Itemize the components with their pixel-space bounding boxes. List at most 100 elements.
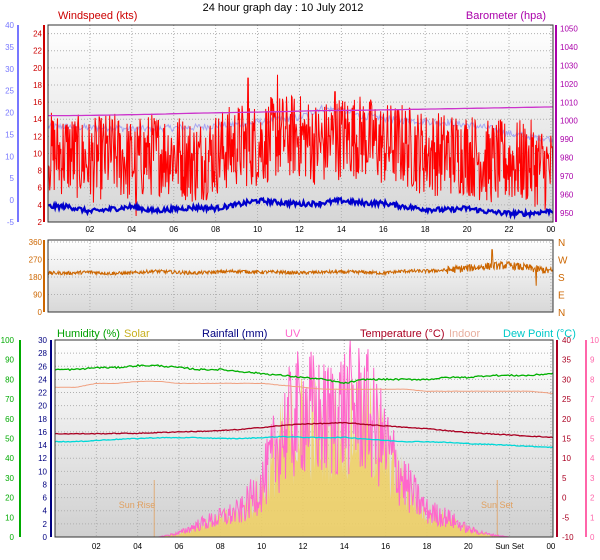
barometer-tick-label: 980 [560, 154, 574, 163]
dewpoint-series-line [54, 435, 554, 449]
rainfall-tick-label: 30 [38, 336, 47, 345]
rainfall-tick-label: 28 [38, 349, 47, 358]
barometer-tick-label: 990 [560, 135, 574, 144]
x-tick-label-bottom: 04 [133, 542, 142, 551]
windspeed-tick-label: 24 [33, 30, 42, 39]
rainfall-tick-label: 20 [38, 402, 47, 411]
uv-tick-label: 4 [590, 454, 595, 463]
x-tick-label-bottom: 08 [216, 542, 225, 551]
gust-tick-label: 15 [5, 130, 14, 139]
x-tick-label-bottom: 20 [464, 542, 473, 551]
temperature-tick-label: 0 [562, 494, 567, 503]
x-tick-label-bottom: 16 [381, 542, 390, 551]
humidity-tick-label: 70 [5, 395, 14, 404]
humidity-label: Humidity (%) [57, 328, 120, 340]
gust-tick-label: 0 [10, 196, 15, 205]
page-title: 24 hour graph day : 10 July 2012 [203, 2, 364, 14]
temperature-tick-label: 40 [562, 336, 571, 345]
x-tick-label: 18 [421, 225, 430, 234]
gust-tick-label: 10 [5, 152, 14, 161]
humidity-tick-label: 20 [5, 494, 14, 503]
x-tick-label: 04 [127, 225, 136, 234]
x-tick-label: 20 [463, 225, 472, 234]
rainfall-tick-label: 4 [43, 507, 48, 516]
compass-label: E [558, 290, 565, 301]
windspeed-axis-label: Windspeed (kts) [58, 10, 137, 22]
windspeed-tick-label: 2 [38, 218, 43, 227]
uv-label: UV [285, 328, 301, 340]
x-tick-label-bottom: 14 [340, 542, 349, 551]
humidity-tick-label: 10 [5, 513, 14, 522]
compass-label: S [558, 273, 565, 284]
temperature-tick-label: -5 [562, 513, 570, 522]
barometer-tick-label: 1000 [560, 117, 578, 126]
rainfall-tick-label: 8 [43, 480, 48, 489]
x-tick-label-bottom: 06 [175, 542, 184, 551]
gust-tick-label: 30 [5, 65, 14, 74]
rainfall-tick-label: 12 [38, 454, 47, 463]
barometer-axis-label: Barometer (hpa) [466, 10, 546, 22]
direction-tick-label: 270 [29, 255, 43, 264]
humidity-tick-label: 60 [5, 415, 14, 424]
direction-series [47, 249, 554, 286]
barometer-tick-label: 1010 [560, 98, 578, 107]
weather-axis-ticks: 0246810121416182022242628300102030405060… [1, 336, 600, 551]
uv-tick-label: 7 [590, 395, 595, 404]
humidity-tick-label: 40 [5, 454, 14, 463]
solar-label: Solar [124, 328, 150, 340]
temperature-tick-label: 25 [562, 395, 571, 404]
x-tick-label: 08 [211, 225, 220, 234]
rainfall-tick-label: 22 [38, 389, 47, 398]
rainfall-tick-label: 16 [38, 428, 47, 437]
direction-series-line [47, 249, 554, 286]
x-tick-label: 16 [379, 225, 388, 234]
uv-tick-label: 10 [590, 336, 599, 345]
rainfall-tick-label: 26 [38, 362, 47, 371]
rainfall-tick-label: 2 [43, 520, 48, 529]
rainfall-label: Rainfall (mm) [202, 328, 267, 340]
indoor-temperature-series-line [54, 380, 554, 394]
gust-tick-label: 40 [5, 21, 14, 30]
x-tick-label: 12 [295, 225, 304, 234]
uv-tick-label: 6 [590, 415, 595, 424]
humidity-tick-label: 0 [10, 533, 15, 542]
wind-plot-frame [47, 24, 554, 223]
x-tick-label-bottom: 12 [299, 542, 308, 551]
humidity-tick-label: 30 [5, 474, 14, 483]
temperature-tick-label: -10 [562, 533, 574, 542]
weather-panel: Humidity (%) Solar Rainfall (mm) UV Temp… [1, 328, 600, 551]
uv-tick-label: 9 [590, 356, 595, 365]
sun-rise-label: Sun Rise [119, 500, 156, 510]
dewpoint-label: Dew Point (°C) [503, 328, 576, 340]
gust-tick-label: 25 [5, 87, 14, 96]
barometer-tick-label: 1030 [560, 62, 578, 71]
wind-series [47, 74, 554, 220]
weather-series [54, 340, 554, 538]
direction-tick-label: 180 [29, 273, 43, 282]
humidity-series-line [54, 364, 554, 385]
x-tick-label: 06 [169, 225, 178, 234]
x-tick-label: 14 [337, 225, 346, 234]
humidity-tick-label: 80 [5, 375, 14, 384]
barometer-tick-label: 970 [560, 172, 574, 181]
humidity-tick-label: 90 [5, 356, 14, 365]
compass-label: N [558, 308, 565, 319]
gust-tick-label: 5 [10, 174, 15, 183]
barometer-tick-label: 1050 [560, 25, 578, 34]
temperature-tick-label: 20 [562, 415, 571, 424]
windspeed-tick-label: 10 [33, 149, 42, 158]
rainfall-tick-label: 6 [43, 494, 48, 503]
temperature-tick-label: 10 [562, 454, 571, 463]
direction-plot-area [48, 240, 553, 312]
weather-plot-frame [54, 339, 554, 538]
temperature-tick-label: 35 [562, 356, 571, 365]
uv-tick-label: 5 [590, 435, 595, 444]
x-tick-label-bottom: 10 [257, 542, 266, 551]
rainfall-tick-label: 18 [38, 415, 47, 424]
x-tick-label: 00 [546, 225, 555, 234]
uv-tick-label: 3 [590, 474, 595, 483]
windspeed-tick-label: 16 [33, 98, 42, 107]
